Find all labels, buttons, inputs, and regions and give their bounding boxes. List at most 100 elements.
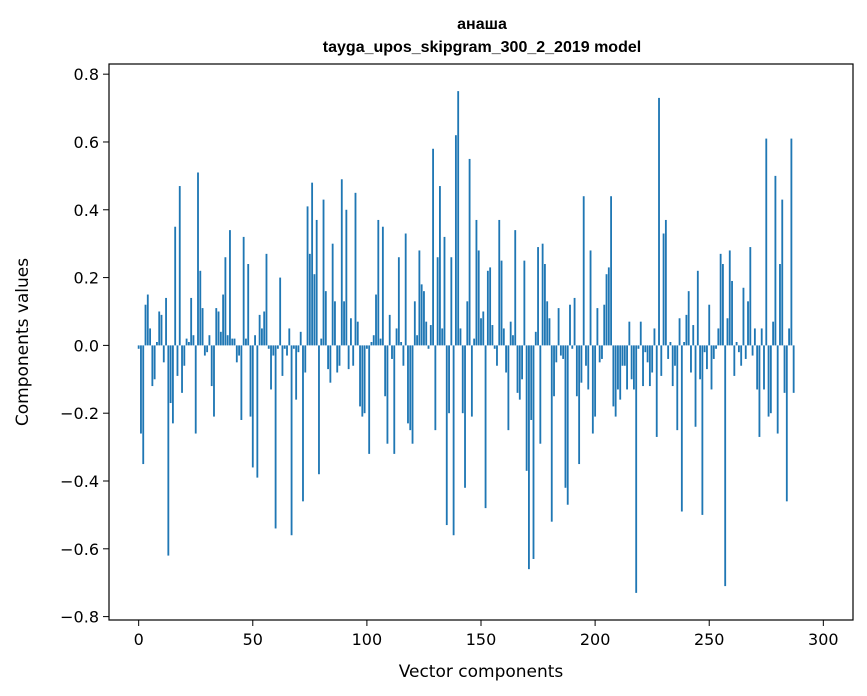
bar-139 [454, 135, 457, 346]
bar-94 [352, 345, 355, 366]
bar-38 [224, 257, 227, 346]
bar-32 [210, 345, 213, 387]
bar-262 [735, 342, 738, 346]
bar-40 [229, 230, 231, 346]
bar-39 [226, 335, 229, 346]
bar-27 [199, 270, 202, 346]
bar-249 [706, 345, 708, 370]
bar-57 [267, 345, 270, 349]
bar-53 [258, 314, 261, 346]
bar-214 [626, 345, 628, 390]
bar-250 [708, 304, 711, 346]
bar-118 [407, 345, 409, 424]
bar-83 [327, 345, 330, 370]
y-tick-label: −0.6 [60, 540, 99, 559]
bar-143 [464, 345, 466, 488]
y-axis-label: Components values [13, 258, 33, 426]
bar-35 [217, 311, 220, 346]
bar-179 [546, 301, 549, 346]
bar-48 [247, 264, 250, 346]
bar-159 [500, 260, 503, 346]
bar-252 [712, 345, 715, 359]
bar-154 [489, 267, 492, 346]
bar-24 [192, 335, 195, 346]
bar-0 [137, 345, 140, 349]
bar-79 [318, 345, 320, 475]
bar-227 [655, 345, 658, 437]
bar-166 [516, 345, 519, 393]
bar-271 [756, 345, 759, 390]
bar-248 [703, 345, 706, 353]
y-tick-label: −0.8 [60, 608, 99, 627]
bar-10 [160, 314, 163, 346]
bar-170 [525, 345, 528, 471]
bar-230 [662, 233, 665, 346]
bar-11 [162, 345, 165, 363]
bar-147 [473, 338, 476, 346]
bar-68 [292, 345, 295, 349]
bar-259 [728, 250, 731, 346]
bar-195 [582, 196, 585, 346]
bar-270 [753, 328, 756, 346]
bar-203 [601, 345, 603, 359]
bar-144 [466, 301, 469, 346]
bar-104 [375, 294, 377, 346]
bar-130 [434, 345, 437, 431]
bar-138 [452, 345, 455, 536]
bar-102 [370, 342, 373, 346]
bar-231 [664, 219, 667, 346]
bar-21 [185, 338, 188, 346]
bar-29 [203, 345, 206, 356]
bar-115 [400, 342, 403, 346]
bar-161 [505, 345, 508, 373]
bar-90 [343, 301, 345, 346]
bar-126 [425, 321, 428, 346]
bar-286 [790, 138, 793, 346]
x-tick-label: 250 [694, 630, 725, 649]
bar-142 [461, 345, 464, 414]
bar-210 [617, 345, 619, 390]
bar-162 [507, 345, 510, 431]
bar-206 [607, 267, 610, 346]
bar-280 [776, 345, 779, 434]
bar-191 [573, 297, 576, 346]
bar-87 [336, 345, 339, 373]
bar-242 [690, 345, 692, 373]
x-tick-label: 50 [243, 630, 263, 649]
bar-141 [459, 328, 462, 346]
bar-208 [612, 345, 615, 407]
bar-137 [450, 257, 453, 346]
bar-187 [564, 345, 567, 488]
bar-105 [377, 219, 380, 346]
bar-256 [722, 264, 724, 346]
bar-80 [320, 338, 323, 346]
bars-group [137, 91, 795, 593]
bar-60 [274, 345, 277, 529]
y-tick-label: −0.4 [60, 472, 99, 491]
bar-273 [760, 328, 763, 346]
bar-67 [290, 345, 293, 536]
bar-66 [288, 328, 291, 346]
bar-81 [322, 199, 325, 346]
bar-76 [311, 182, 314, 346]
bar-196 [585, 345, 587, 366]
bar-277 [769, 345, 772, 414]
bar-153 [486, 270, 489, 346]
bar-15 [171, 345, 174, 424]
bar-136 [448, 345, 450, 414]
bar-89 [340, 179, 343, 346]
bar-58 [270, 345, 272, 390]
bar-215 [628, 321, 631, 346]
bar-222 [644, 345, 647, 353]
bar-109 [386, 345, 389, 444]
bar-64 [283, 345, 286, 349]
bar-209 [614, 345, 617, 417]
bar-284 [785, 345, 788, 502]
bar-165 [514, 230, 517, 346]
bar-279 [774, 175, 777, 346]
bar-2 [142, 345, 145, 465]
bar-213 [623, 345, 626, 366]
bar-96 [356, 321, 359, 346]
bar-149 [477, 250, 480, 346]
bar-272 [758, 345, 761, 437]
